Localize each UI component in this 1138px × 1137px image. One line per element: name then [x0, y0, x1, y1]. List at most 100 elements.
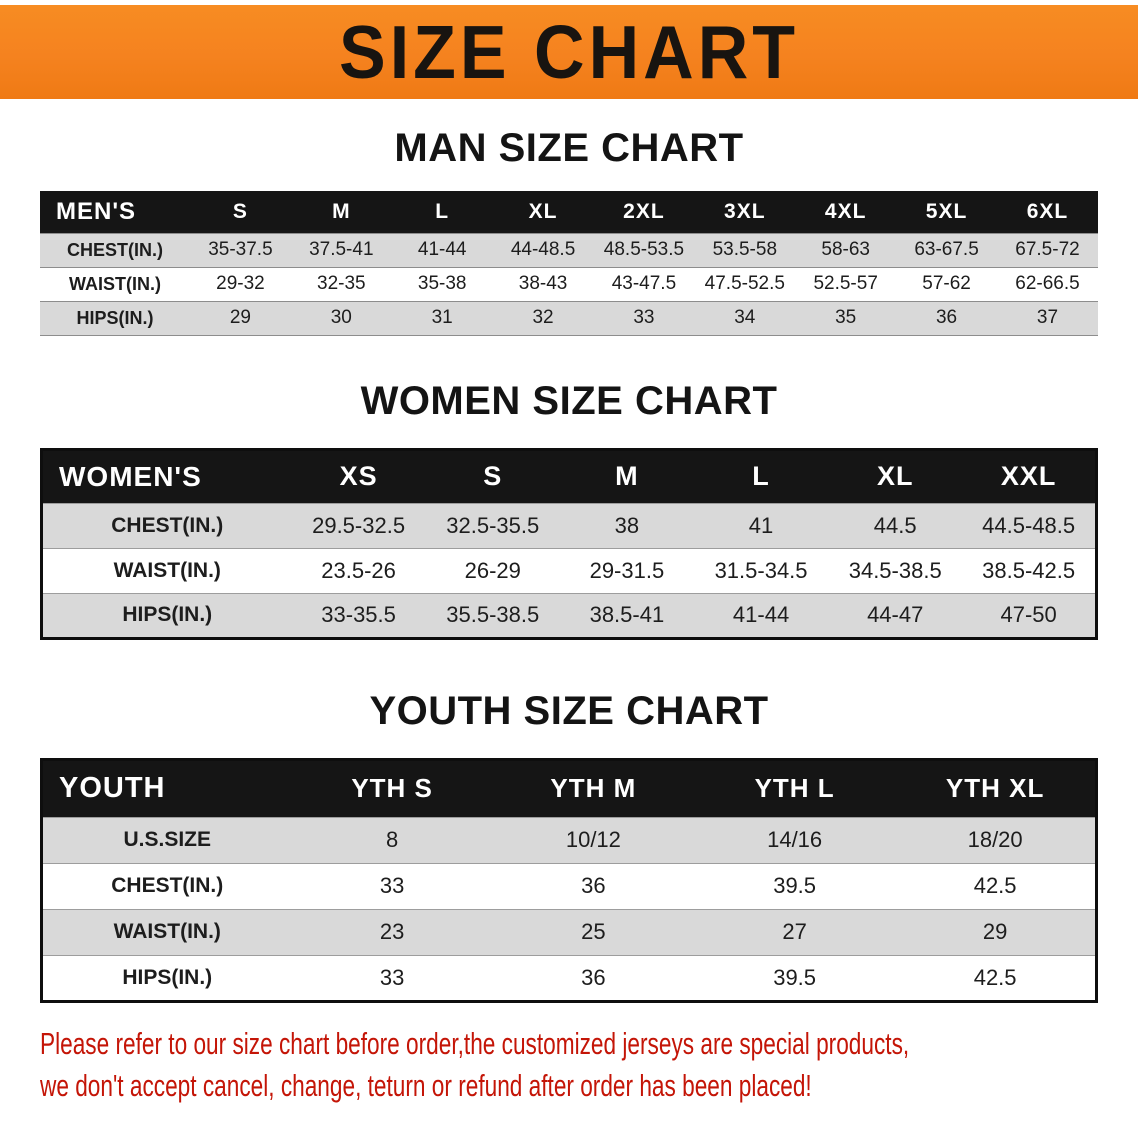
- value-cell: 32.5-35.5: [446, 512, 540, 538]
- measurement-row: WAIST(IN.) 23 25 27 29: [41, 909, 1097, 955]
- size-column-header: YTH M: [492, 759, 694, 817]
- women-size-table: WOMEN'S XS S M L XL XXL CHEST(IN.) 29.5-32.5 32.5…: [40, 447, 1098, 640]
- value-cell: 35-38: [417, 273, 467, 294]
- value-cell: 33: [379, 964, 405, 990]
- value-cell: 38-43: [518, 273, 568, 294]
- value-cell: 23.5-26: [321, 557, 396, 583]
- value-cell: 35-37.5: [208, 239, 273, 260]
- value-cell: 38.5-42.5: [982, 557, 1076, 583]
- size-column-header: YTH L: [694, 759, 896, 817]
- value-cell: 32-35: [317, 273, 366, 294]
- value-cell: 35: [835, 307, 857, 328]
- size-column-header: 2XL: [593, 191, 695, 233]
- value-cell: 33: [379, 873, 405, 898]
- measurement-row: HIPS(IN.) 29 30 31 32 33 34 35 36 37: [40, 301, 1098, 335]
- men-size-section: MAN SIZE CHART MEN'S S M L XL 2XL 3XL 4XL 5XL 6XL…: [0, 125, 1138, 336]
- women-section-heading: WOMEN SIZE CHART: [360, 378, 778, 423]
- value-cell: 39.5: [773, 873, 817, 898]
- value-cell: 27: [782, 919, 807, 944]
- value-cell: 33-35.5: [321, 602, 396, 627]
- value-cell: 18/20: [967, 827, 1023, 852]
- value-cell: 36: [581, 873, 606, 898]
- table-title-cell: MEN'S: [40, 191, 190, 233]
- value-cell: 29: [229, 307, 251, 328]
- table-title-cell: YOUTH: [41, 759, 292, 817]
- size-header-row: YOUTH YTH S YTH M YTH L YTH XL: [41, 759, 1097, 817]
- size-header-row: MEN'S S M L XL 2XL 3XL 4XL 5XL 6XL: [40, 191, 1098, 233]
- value-cell: 47-50: [1000, 602, 1057, 627]
- measurement-row: U.S.SIZE 8 10/12 14/16 18/20: [41, 817, 1097, 863]
- value-cell: 25: [581, 919, 606, 944]
- value-cell: 29-32: [216, 273, 265, 294]
- size-column-header: XS: [291, 449, 426, 503]
- notice-line-2-text: we don't accept cancel, change, teturn o…: [40, 1067, 812, 1103]
- value-cell: 34: [734, 307, 756, 328]
- value-cell: 41-44: [417, 239, 467, 260]
- size-header-row: WOMEN'S XS S M L XL XXL: [41, 449, 1097, 503]
- measurement-row: HIPS(IN.) 33-35.5 35.5-38.5 38.5-41 41-44 44-…: [41, 593, 1097, 638]
- value-cell: 44.5-48.5: [982, 512, 1076, 538]
- page-title: SIZE CHART: [339, 9, 799, 95]
- row-label-cell: WAIST(IN.): [69, 273, 161, 294]
- value-cell: 10/12: [565, 827, 621, 852]
- youth-size-section: YOUTH SIZE CHART YOUTH YTH S YTH M YTH L YTH…: [0, 688, 1138, 1003]
- order-notice: Please refer to our size chart before or…: [40, 1023, 1138, 1107]
- value-cell: 63-67.5: [914, 239, 979, 260]
- value-cell: 39.5: [773, 964, 817, 990]
- value-cell: 14/16: [767, 827, 823, 852]
- value-cell: 33: [633, 307, 655, 328]
- size-column-header: S: [425, 449, 560, 503]
- table-title-cell: WOMEN'S: [41, 449, 292, 503]
- value-cell: 38.5-41: [589, 602, 665, 627]
- value-cell: 35.5-38.5: [446, 602, 540, 627]
- value-cell: 36: [581, 964, 606, 990]
- measurement-row: CHEST(IN.) 33 36 39.5 42.5: [41, 863, 1097, 909]
- size-column-header: XXL: [962, 449, 1097, 503]
- value-cell: 42.5: [973, 873, 1017, 898]
- notice-line-1-text: Please refer to our size chart before or…: [40, 1025, 910, 1061]
- size-column-header: YTH S: [291, 759, 493, 817]
- value-cell: 26-29: [464, 557, 521, 583]
- size-column-header: XL: [492, 191, 594, 233]
- value-cell: 31.5-34.5: [714, 557, 808, 583]
- value-cell: 41-44: [732, 602, 790, 627]
- value-cell: 43-47.5: [611, 273, 677, 294]
- size-column-header: L: [693, 449, 829, 503]
- row-label-cell: CHEST(IN.): [111, 874, 224, 897]
- men-section-heading: MAN SIZE CHART: [394, 126, 744, 170]
- value-cell: 44-47: [867, 602, 924, 627]
- size-column-header: M: [290, 191, 392, 233]
- men-size-table: MEN'S S M L XL 2XL 3XL 4XL 5XL 6XL CHEST(IN.) 35-37…: [40, 191, 1098, 336]
- value-cell: 32: [532, 307, 554, 328]
- value-cell: 57-62: [922, 273, 971, 294]
- value-cell: 48.5-53.5: [603, 239, 685, 260]
- measurement-row: CHEST(IN.) 29.5-32.5 32.5-35.5 38 41 44.5 44.5…: [41, 503, 1097, 548]
- value-cell: 41: [748, 512, 774, 538]
- value-cell: 30: [330, 307, 352, 328]
- notice-line-1: Please refer to our size chart before or…: [40, 1023, 1138, 1065]
- value-cell: 53.5-58: [712, 239, 778, 260]
- size-column-header: YTH XL: [895, 759, 1097, 817]
- measurement-row: HIPS(IN.) 33 36 39.5 42.5: [41, 955, 1097, 1001]
- size-column-header: 6XL: [997, 191, 1098, 233]
- value-cell: 42.5: [973, 964, 1017, 990]
- row-label-cell: HIPS(IN.): [122, 965, 213, 989]
- row-label-cell: HIPS(IN.): [76, 307, 154, 328]
- size-column-header: XL: [828, 449, 963, 503]
- youth-section-heading: YOUTH SIZE CHART: [369, 688, 769, 733]
- value-cell: 37.5-41: [309, 239, 374, 260]
- size-column-header: 4XL: [795, 191, 897, 233]
- value-cell: 58-63: [821, 239, 870, 260]
- value-cell: 29-31.5: [589, 557, 665, 583]
- value-cell: 44.5: [873, 512, 917, 538]
- value-cell: 62-66.5: [1015, 273, 1080, 294]
- row-label-cell: CHEST(IN.): [67, 239, 163, 260]
- row-label-cell: HIPS(IN.): [122, 603, 213, 626]
- value-cell: 8: [386, 827, 399, 852]
- size-column-header: M: [559, 449, 694, 503]
- youth-size-table: YOUTH YTH S YTH M YTH L YTH XL U.S.SIZE 8 10/12…: [40, 757, 1098, 1003]
- value-cell: 67.5-72: [1015, 239, 1080, 260]
- value-cell: 38: [614, 512, 640, 538]
- size-column-header: L: [391, 191, 493, 233]
- measurement-row: WAIST(IN.) 23.5-26 26-29 29-31.5 31.5-34.5 34…: [41, 548, 1097, 593]
